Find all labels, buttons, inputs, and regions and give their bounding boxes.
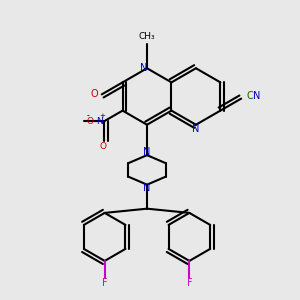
Text: F: F <box>187 278 192 288</box>
Text: N: N <box>143 147 151 157</box>
Text: O: O <box>87 117 94 126</box>
Text: O: O <box>91 89 98 99</box>
Text: N: N <box>96 117 103 126</box>
Text: N: N <box>143 183 151 193</box>
Text: -: - <box>87 111 90 120</box>
Text: O: O <box>99 142 106 151</box>
Text: N: N <box>253 91 260 101</box>
Text: C: C <box>246 91 253 101</box>
Text: N: N <box>140 63 148 73</box>
Text: +: + <box>99 113 105 119</box>
Text: F: F <box>102 278 107 288</box>
Text: CH₃: CH₃ <box>139 32 155 41</box>
Text: N: N <box>192 124 200 134</box>
